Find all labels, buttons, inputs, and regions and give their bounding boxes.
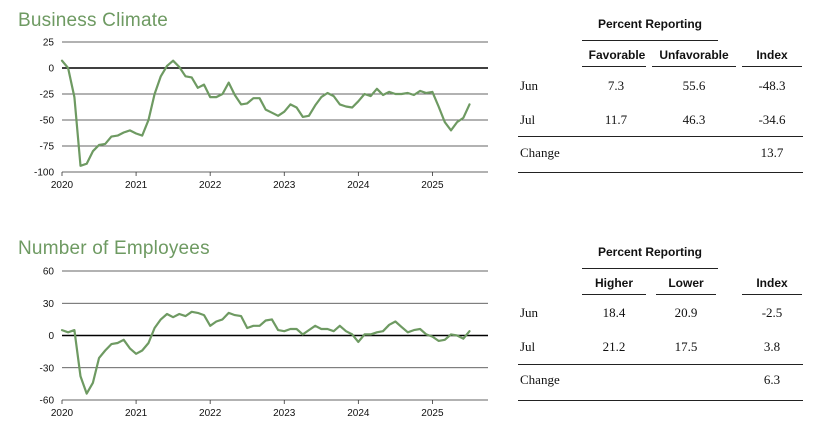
row-label: Change (520, 372, 560, 387)
number-of-employees-panel: Number of Employees 60 30 0 -30 -60 2020 2021 2… (0, 228, 826, 439)
col-underline (652, 66, 736, 67)
col-lower: Lower (668, 276, 704, 290)
row-label: Jun (520, 305, 539, 320)
col-underline (742, 66, 802, 67)
x-tick-label: 2023 (273, 408, 296, 419)
cell: 46.3 (682, 112, 706, 127)
x-tick-label: 2025 (421, 180, 444, 191)
y-tick-label: -100 (34, 168, 54, 179)
table-header: Percent Reporting (597, 245, 702, 259)
y-tick-label: -50 (40, 116, 55, 127)
y-tick-label: -30 (40, 363, 55, 374)
col-higher: Higher (594, 276, 633, 290)
col-underline (656, 294, 716, 295)
x-tick-label: 2022 (199, 180, 222, 191)
y-tick-label: 0 (48, 331, 54, 342)
cell: 3.8 (763, 339, 781, 354)
x-tick-label: 2021 (125, 408, 148, 419)
chart-title: Number of Employees (18, 238, 210, 259)
table-rule (518, 136, 803, 137)
col-favorable: Favorable (588, 48, 646, 62)
cell: 11.7 (604, 112, 628, 127)
y-tick-label: 25 (43, 38, 55, 49)
x-tick-label: 2021 (125, 180, 148, 191)
cell: 18.4 (602, 305, 626, 320)
series-line (60, 59, 471, 167)
col-underline (582, 66, 646, 67)
y-tick-label: 30 (43, 299, 55, 310)
row-label: Jul (520, 112, 536, 127)
cell: -48.3 (758, 78, 786, 93)
row-label: Jun (520, 78, 539, 93)
x-tick-label: 2020 (51, 408, 74, 419)
y-tick-label: 0 (48, 64, 54, 75)
row-label: Jul (520, 339, 536, 354)
business-climate-panel: Business Climate 25 0 -25 -50 -75 -100 2020 202… (0, 0, 826, 210)
row-label: Change (520, 145, 560, 160)
cell: 17.5 (674, 339, 698, 354)
y-tick-label: 60 (43, 267, 55, 278)
y-tick-label: -60 (40, 396, 55, 407)
employees-table: Percent Reporting Higher Lower Index Jun… (0, 228, 826, 428)
header-underline (582, 268, 718, 269)
x-tick-label: 2024 (347, 180, 370, 191)
cell: -2.5 (761, 305, 783, 320)
x-tick-label: 2020 (51, 180, 74, 191)
business-climate-table: Percent Reporting Favorable Unfavorable … (0, 0, 826, 200)
series-line (60, 310, 471, 395)
cell: 21.2 (602, 339, 626, 354)
col-underline (582, 294, 646, 295)
x-tick-label: 2024 (347, 408, 370, 419)
col-underline (742, 294, 802, 295)
cell: 13.7 (760, 145, 784, 160)
col-index: Index (756, 276, 788, 290)
table-rule (518, 400, 803, 401)
cell: -34.6 (758, 112, 786, 127)
x-tick-label: 2025 (421, 408, 444, 419)
table-rule (518, 172, 803, 173)
cell: 55.6 (682, 78, 706, 93)
x-tick-label: 2022 (199, 408, 222, 419)
y-tick-label: -75 (40, 142, 55, 153)
table-header: Percent Reporting (597, 17, 702, 31)
header-underline (582, 40, 718, 41)
cell: 20.9 (674, 305, 698, 320)
chart-title: Business Climate (18, 10, 168, 31)
cell: 7.3 (607, 78, 625, 93)
col-unfavorable: Unfavorable (659, 48, 729, 62)
col-index: Index (756, 48, 788, 62)
cell: 6.3 (763, 372, 781, 387)
table-rule (518, 364, 803, 365)
y-tick-label: -25 (40, 90, 55, 101)
x-tick-label: 2023 (273, 180, 296, 191)
